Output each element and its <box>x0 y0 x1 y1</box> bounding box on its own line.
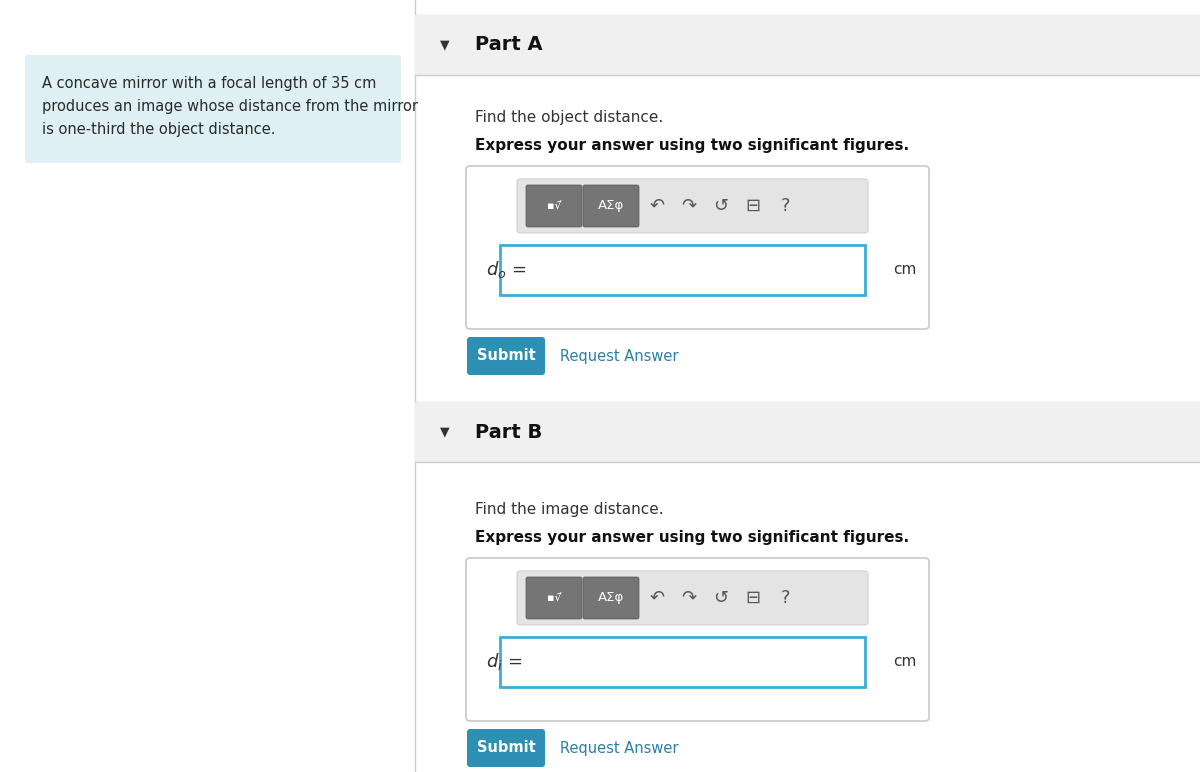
Text: ↶: ↶ <box>649 197 665 215</box>
Text: Request Answer: Request Answer <box>560 740 678 756</box>
FancyBboxPatch shape <box>25 55 401 163</box>
FancyBboxPatch shape <box>526 577 582 619</box>
FancyBboxPatch shape <box>517 179 868 233</box>
FancyBboxPatch shape <box>583 577 640 619</box>
Text: cm: cm <box>894 262 917 277</box>
Text: Express your answer using two significant figures.: Express your answer using two significan… <box>475 530 910 545</box>
Text: ↷: ↷ <box>682 197 696 215</box>
Text: ↺: ↺ <box>714 197 728 215</box>
Text: Part A: Part A <box>475 36 542 55</box>
Text: ↺: ↺ <box>714 589 728 607</box>
FancyBboxPatch shape <box>466 558 929 721</box>
Bar <box>500 637 865 687</box>
Text: ↶: ↶ <box>649 589 665 607</box>
Text: $d_o$ =: $d_o$ = <box>486 259 527 280</box>
FancyBboxPatch shape <box>467 337 545 375</box>
Text: Find the image distance.: Find the image distance. <box>475 502 664 517</box>
Text: Find the object distance.: Find the object distance. <box>475 110 664 125</box>
Text: ⊟: ⊟ <box>745 589 761 607</box>
Text: ▼: ▼ <box>440 39 450 52</box>
Text: Part B: Part B <box>475 422 542 442</box>
Bar <box>415 15 1200 75</box>
Bar <box>415 402 1200 462</box>
Text: $d_i$ =: $d_i$ = <box>486 652 522 672</box>
Text: cm: cm <box>894 655 917 669</box>
FancyBboxPatch shape <box>526 185 582 227</box>
FancyBboxPatch shape <box>517 571 868 625</box>
Text: Express your answer using two significant figures.: Express your answer using two significan… <box>475 138 910 153</box>
Text: A concave mirror with a focal length of 35 cm
produces an image whose distance f: A concave mirror with a focal length of … <box>42 76 418 137</box>
Text: ΑΣφ: ΑΣφ <box>598 199 624 212</box>
Text: ▪√̄: ▪√̄ <box>547 593 562 603</box>
Text: Submit: Submit <box>476 348 535 364</box>
Text: ▼: ▼ <box>440 425 450 438</box>
Text: Request Answer: Request Answer <box>560 348 678 364</box>
FancyBboxPatch shape <box>583 185 640 227</box>
FancyBboxPatch shape <box>467 729 545 767</box>
Text: ⊟: ⊟ <box>745 197 761 215</box>
Text: ΑΣφ: ΑΣφ <box>598 591 624 604</box>
Text: ↷: ↷ <box>682 589 696 607</box>
Text: ?: ? <box>780 197 790 215</box>
FancyBboxPatch shape <box>466 166 929 329</box>
Text: ?: ? <box>780 589 790 607</box>
Text: ▪√̄: ▪√̄ <box>547 201 562 211</box>
Bar <box>500 245 865 295</box>
Text: Submit: Submit <box>476 740 535 756</box>
